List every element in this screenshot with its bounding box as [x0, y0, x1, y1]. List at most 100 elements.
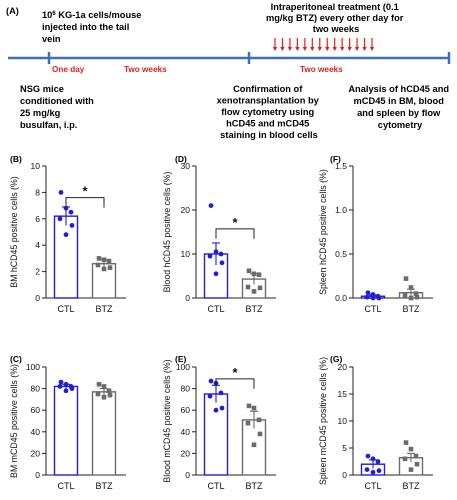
- step2-line4: hCD45 and mCD45: [226, 119, 309, 129]
- data-point-ctl: [57, 216, 63, 222]
- data-point-ctl: [58, 379, 64, 385]
- y-tick-label: 1.5: [335, 161, 347, 171]
- data-point-btz: [251, 442, 257, 448]
- data-point-btz: [257, 285, 263, 291]
- treatment-arrows: [272, 38, 375, 51]
- step3-line4: cytometry: [378, 120, 423, 130]
- x-category-label: BTZ: [246, 304, 264, 314]
- injection-line1-exp: 6: [52, 11, 56, 17]
- data-point-ctl: [219, 405, 225, 411]
- treatment-line3: two weeks: [313, 24, 360, 34]
- interval-two-weeks-2: Two weeks: [300, 65, 343, 74]
- treatment-line2: mg/kg BTZ) every other day for: [266, 13, 404, 23]
- data-point-btz: [403, 440, 409, 445]
- significance-star: *: [232, 365, 238, 380]
- step1-line1: NSG mice: [20, 84, 64, 94]
- data-point-btz: [251, 271, 257, 277]
- data-point-ctl: [213, 407, 219, 413]
- data-point-ctl: [365, 453, 371, 459]
- data-point-btz: [402, 456, 408, 462]
- step3-text: Analysis of hCD45 and mCD45 in BM, blood…: [348, 84, 451, 130]
- data-point-btz: [96, 381, 102, 387]
- experiment-timeline: (A) 106 KG-1a cells/mouse injected into …: [6, 2, 451, 140]
- data-point-ctl: [376, 295, 382, 301]
- data-point-ctl: [365, 290, 371, 296]
- treatment-arrow-head: [272, 47, 278, 51]
- data-point-btz: [402, 293, 408, 298]
- x-category-label: BTZ: [246, 481, 264, 491]
- y-axis-label: BM mCD45 positive cells (%): [9, 364, 19, 478]
- y-tick-label: 10: [31, 161, 41, 171]
- data-point-ctl: [375, 459, 381, 464]
- x-category-label: CTL: [207, 304, 224, 314]
- step1-line2: conditioned with: [20, 96, 94, 106]
- injection-text: 106 KG-1a cells/mouse injected into the …: [42, 10, 144, 44]
- bar-ctl: [53, 215, 79, 299]
- data-point-btz: [95, 391, 101, 397]
- treatment-arrow-head: [287, 47, 293, 51]
- treatment-arrow-head: [369, 47, 375, 51]
- step1-line3: 25 mg/kg: [20, 108, 61, 118]
- significance-bracket: [65, 197, 105, 208]
- step2-line5: staining in blood cells: [220, 130, 318, 140]
- data-point-btz: [101, 384, 107, 389]
- data-point-ctl: [219, 260, 225, 266]
- interval-two-weeks-1: Two weeks: [124, 65, 167, 74]
- x-category-label: CTL: [207, 481, 224, 491]
- data-point-ctl: [63, 232, 69, 238]
- x-category-label: BTZ: [96, 481, 114, 491]
- data-point-ctl: [208, 203, 214, 209]
- injection-line1-num: 10: [42, 10, 52, 20]
- data-point-ctl: [58, 190, 64, 195]
- data-point-ctl: [370, 469, 376, 475]
- data-point-ctl: [376, 468, 382, 474]
- data-point-btz: [101, 394, 107, 400]
- y-tick-label: 30: [181, 161, 191, 171]
- data-point-ctl: [213, 271, 219, 277]
- y-tick-label: 100: [26, 362, 40, 372]
- y-tick-label: 80: [181, 384, 191, 394]
- y-tick-label: 0: [342, 470, 347, 480]
- y-tick-label: 0.5: [335, 249, 347, 259]
- data-point-ctl: [69, 386, 75, 391]
- step1-text: NSG mice conditioned with 25 mg/kg busul…: [20, 84, 96, 130]
- data-point-btz: [403, 276, 409, 281]
- y-tick-label: 0: [185, 470, 190, 480]
- data-point-btz: [251, 289, 257, 294]
- data-point-btz: [408, 446, 414, 452]
- step2-line3: flow cytometry using: [221, 107, 314, 117]
- panel-label: (F): [330, 154, 341, 164]
- step1-line4: busulfan, i.p.: [20, 120, 77, 130]
- data-point-ctl: [57, 384, 63, 389]
- y-tick-label: 10: [181, 249, 191, 259]
- treatment-arrow-head: [280, 47, 285, 51]
- data-point-btz: [245, 420, 251, 426]
- y-axis-label: Spleen mCD45 positive cells (%): [318, 357, 328, 485]
- treatment-arrow-head: [339, 47, 345, 51]
- data-point-btz: [107, 265, 113, 270]
- panel-label: (E): [175, 354, 187, 364]
- y-axis-label: BM hCD45 positive cells (%): [9, 176, 19, 288]
- data-point-btz: [257, 431, 263, 437]
- y-axis-label: Blood mCD45 positive cells (%): [162, 359, 172, 482]
- step2-text: Confirmation of xenotransplantation by f…: [217, 84, 322, 140]
- treatment-arrow-head: [332, 47, 337, 51]
- x-category-label: BTZ: [403, 304, 421, 314]
- panel-label: (C): [10, 354, 22, 364]
- data-point-btz: [413, 453, 419, 459]
- data-point-ctl: [218, 251, 224, 257]
- data-point-ctl: [370, 292, 376, 297]
- panel-label: (G): [330, 354, 342, 364]
- y-tick-label: 1.0: [335, 205, 347, 215]
- significance-bracket: [215, 378, 255, 389]
- data-point-btz: [256, 417, 262, 423]
- significance-star: *: [232, 215, 238, 230]
- data-point-btz: [107, 392, 113, 398]
- data-point-ctl: [370, 456, 376, 462]
- y-tick-label: 8: [35, 187, 40, 197]
- chart-panel-b: (B) BM hCD45 positive cells (%) 0 2 4 6 8 10 CTL…: [9, 154, 126, 314]
- chart-panel-f: (F)Spleen hCD45 positive cells (%) 0.0 0.5…: [318, 154, 433, 314]
- x-category-label: BTZ: [96, 304, 114, 314]
- data-point-btz: [414, 461, 420, 467]
- treatment-arrow-head: [295, 47, 300, 51]
